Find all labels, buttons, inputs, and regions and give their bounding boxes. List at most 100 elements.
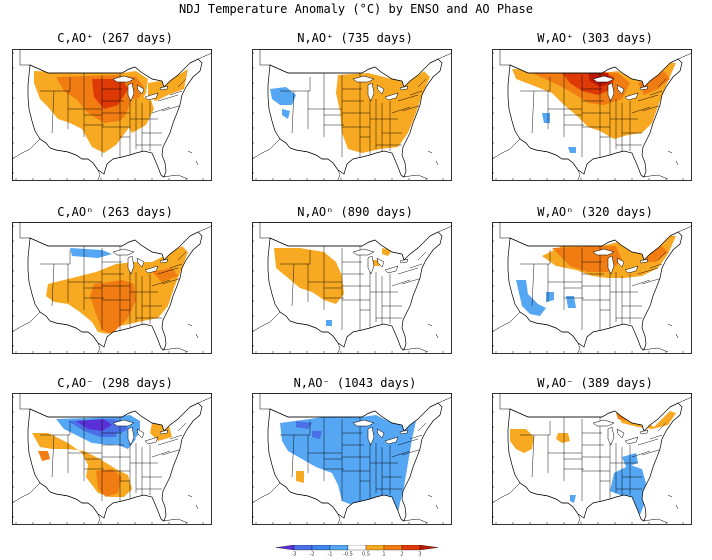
map-border — [252, 222, 452, 354]
map-border — [492, 222, 692, 354]
cuba-outline — [401, 347, 429, 353]
anomaly-region — [96, 469, 122, 497]
panel-title-neutral-ao-pos: N,AO⁺ (735 days) — [297, 31, 413, 45]
mexico-outline — [252, 311, 341, 354]
state-borders — [40, 246, 187, 330]
colorbar: -3 -2 -1 -0.5 0.5 1 2 3 — [268, 541, 448, 560]
state-borders — [520, 417, 667, 501]
bahamas-outline — [427, 150, 439, 166]
map-frame — [492, 393, 692, 525]
great-lake — [367, 255, 375, 275]
map-panel-cold-ao-neg — [12, 393, 212, 545]
great-lake — [367, 82, 375, 102]
anomaly-region — [566, 296, 576, 308]
colorbar-swatch — [311, 544, 331, 551]
map-svg — [492, 222, 692, 354]
great-lake — [399, 429, 409, 435]
anomaly-shading — [516, 236, 676, 316]
state-borders — [280, 73, 427, 157]
panel-title-warm-ao-pos: W,AO⁺ (303 days) — [537, 31, 653, 45]
panel-title-warm-ao-neg: W,AO⁻ (389 days) — [537, 376, 653, 390]
anomaly-region — [280, 415, 416, 513]
great-lake — [399, 258, 409, 264]
anomaly-region — [510, 429, 534, 453]
bahamas-outline — [427, 494, 439, 510]
mexico-outline — [252, 138, 341, 181]
great-lake — [112, 248, 135, 256]
map-panel-cold-ao-neutral — [12, 222, 212, 374]
anomaly-shading — [270, 71, 430, 153]
great-lake — [352, 248, 375, 256]
colorbar-svg: -3 -2 -1 -0.5 0.5 1 2 3 — [275, 544, 439, 558]
cuba-outline — [641, 347, 669, 353]
anomaly-region — [312, 431, 322, 439]
map-svg — [492, 49, 692, 181]
bahamas-outline — [187, 150, 199, 166]
bahamas-outline — [667, 150, 679, 166]
map-panel-neutral-ao-neutral — [252, 222, 452, 374]
map-border — [492, 49, 692, 181]
map-frame — [492, 49, 692, 181]
mexico-outline — [492, 311, 581, 354]
great-lake — [592, 419, 615, 427]
map-border — [12, 393, 212, 525]
great-lake — [159, 429, 169, 435]
anomaly-region — [568, 147, 576, 153]
panel-title-neutral-ao-neg: N,AO⁻ (1043 days) — [293, 376, 417, 390]
anomaly-region — [282, 109, 290, 119]
great-lake — [136, 428, 145, 439]
colorbar-swatch — [329, 544, 349, 551]
great-lake — [616, 257, 625, 268]
great-lake — [376, 84, 385, 95]
map-border — [12, 222, 212, 354]
great-lake — [112, 75, 135, 83]
bahamas-outline — [667, 323, 679, 339]
great-lake — [616, 428, 625, 439]
state-borders — [280, 417, 427, 501]
anomaly-region — [570, 495, 576, 503]
colorbar-tick-label: -2 — [310, 552, 315, 557]
state-borders — [520, 73, 667, 157]
map-svg — [252, 393, 452, 525]
anomaly-region — [150, 421, 172, 441]
mexico-outline — [492, 138, 581, 181]
anomaly-region — [38, 451, 50, 461]
anomaly-region — [90, 280, 136, 334]
map-border — [252, 393, 452, 525]
map-frame — [252, 49, 452, 181]
cuba-outline — [401, 518, 429, 524]
map-frame — [12, 49, 212, 181]
mexico-outline — [12, 138, 101, 181]
great-lake — [384, 92, 399, 101]
great-lake — [136, 84, 145, 95]
panel-title-cold-ao-neg: C,AO⁻ (298 days) — [57, 376, 173, 390]
map-frame — [12, 393, 212, 525]
anomaly-shading — [510, 411, 676, 515]
bahamas-outline — [667, 494, 679, 510]
anomaly-shading — [32, 415, 172, 497]
colorbar-tick-label: 2 — [400, 552, 403, 557]
mexico-outline — [252, 482, 341, 525]
map-panel-warm-ao-pos — [492, 49, 692, 201]
us-outline — [507, 402, 683, 522]
mexico-outline — [492, 482, 581, 525]
anomaly-region — [274, 248, 344, 304]
anomaly-region — [76, 419, 112, 431]
map-panel-warm-ao-neg — [492, 393, 692, 545]
great-lake — [639, 258, 649, 264]
map-panel-neutral-ao-pos — [252, 49, 452, 201]
anomaly-region — [642, 246, 668, 262]
great-lake — [127, 255, 135, 275]
cuba-outline — [161, 174, 189, 180]
great-lake — [607, 82, 615, 102]
bahamas-outline — [427, 323, 439, 339]
cuba-outline — [641, 174, 669, 180]
panel-title-neutral-ao-neutral: N,AOⁿ (890 days) — [297, 205, 413, 219]
map-panel-cold-ao-pos — [12, 49, 212, 201]
cuba-outline — [641, 518, 669, 524]
great-lake — [144, 92, 159, 101]
colorbar-swatch — [401, 544, 421, 551]
colorbar-tick-label: 3 — [418, 552, 421, 557]
great-lake — [607, 426, 615, 446]
great-lake — [376, 257, 385, 268]
